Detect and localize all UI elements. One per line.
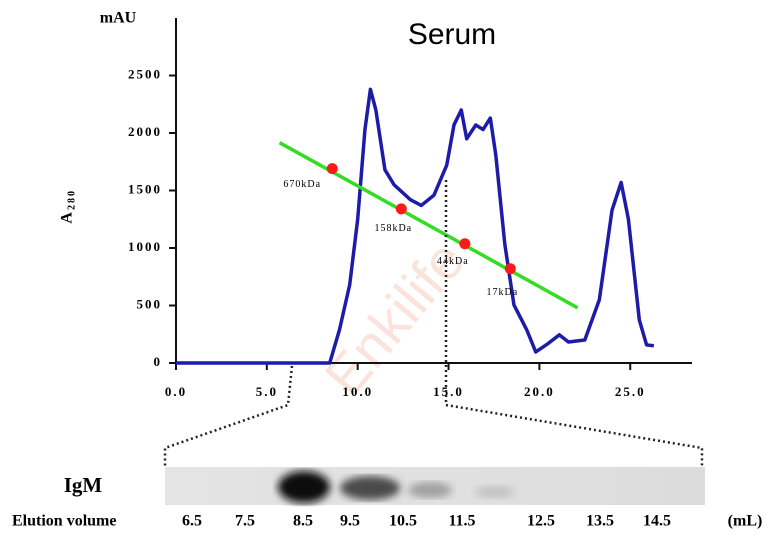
marker [326,163,338,175]
x-tick-label: 10.0 [342,384,373,399]
fraction-label: 9.5 [340,513,360,530]
marker-label: 44kDa [437,256,469,267]
marker [459,238,471,250]
fraction-label: 11.5 [448,513,475,530]
y-tick-label: 1500 [128,181,162,196]
fraction-label: 12.5 [527,513,555,530]
fraction-label: 8.5 [293,513,313,530]
gel-strip [165,467,705,505]
connector-left [163,365,294,466]
x-tick-label: 25.0 [615,384,646,399]
x-tick-label: 5.0 [256,384,278,399]
y-label-main: A [59,212,76,224]
marker-label: 17kDa [486,287,518,298]
gel-band [408,482,452,498]
x-tick-label: 0.0 [165,384,187,399]
y-tick-label: 0 [154,354,163,369]
gel-band [278,471,330,503]
y-tick-label: 500 [137,296,163,311]
fraction-label: 10.5 [389,513,417,530]
y-tick-label: 2500 [128,66,162,81]
chart-title: Serum [408,18,496,51]
plot: 0 500 1000 1500 2000 2500 0.0 5.0 10.0 15.0 20.0 25… [128,18,692,399]
fraction-label: 7.5 [235,513,255,530]
x-tick-label: 15.0 [433,384,464,399]
connectors [163,180,704,466]
elution-label: Elution volume [12,513,116,530]
marker [395,203,407,215]
fraction-label: 6.5 [182,513,202,530]
elution-unit: (mL) [728,513,763,530]
fraction-label: 14.5 [643,513,671,530]
y-tick-label: 2000 [128,124,162,139]
y-unit: mAU [100,10,137,27]
x-tick-label: 20.0 [524,384,555,399]
connector-right [444,180,704,466]
marker [504,263,516,275]
gel-label: IgM [64,473,103,497]
marker-label: 158kDa [374,223,412,234]
data-line [176,87,655,365]
fraction-label: 13.5 [586,513,614,530]
gel-band [340,476,400,500]
marker-label: 670kDa [283,179,321,190]
fraction-labels: 6.5 7.5 8.5 9.5 10.5 11.5 12.5 13.5 14.5 [182,513,671,530]
y-tick-label: 1000 [128,239,162,254]
y-label-sub: 280 [66,189,77,210]
gel-band [475,486,515,498]
y-label: A 280 [59,189,78,224]
